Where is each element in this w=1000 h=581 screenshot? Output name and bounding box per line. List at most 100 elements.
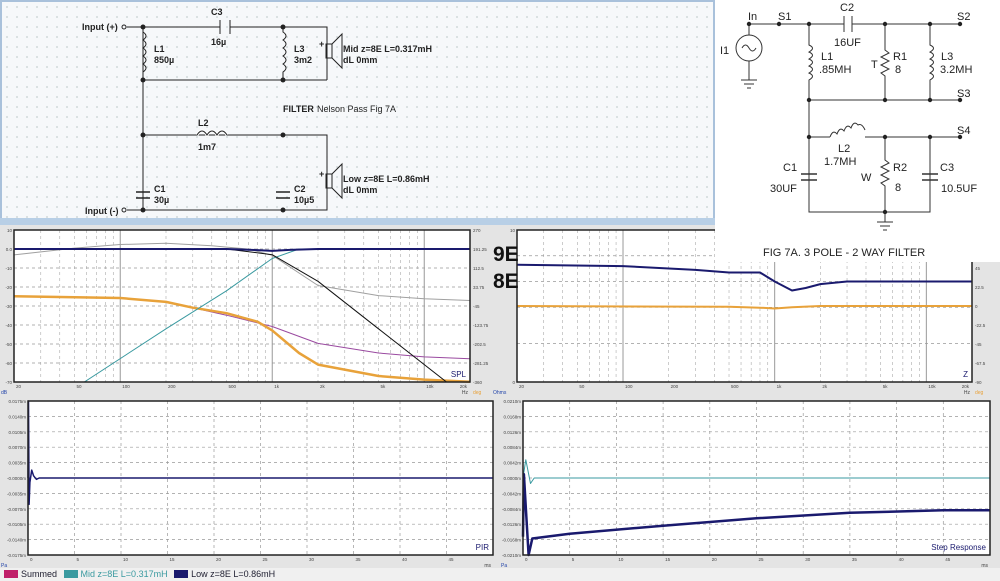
l1-value: 850µ [154, 55, 174, 65]
mid-plus: + [319, 39, 324, 49]
y-tick-label: -70 [5, 380, 12, 385]
r-l2-name: L2 [838, 143, 850, 155]
r-r1-value: 8 [895, 64, 901, 76]
node-in-label: In [748, 11, 757, 23]
y-tick-label: -0.0140m [7, 538, 26, 543]
c2-value: 10µ5 [294, 195, 314, 205]
y-unit-label: Pa [1, 563, 7, 568]
legend-mid[interactable]: Mid z=8E L=0.317mH [80, 568, 168, 579]
reference-schematic: In S1 S2 S3 S4 I1 C2 16UF L1 .85MH T R1 … [715, 0, 1000, 262]
y2-tick-label: -90 [975, 380, 982, 385]
plot-frame [27, 400, 494, 556]
y2-tick-label: -202.5 [473, 342, 486, 347]
x-tick-label: 20k [460, 384, 468, 389]
y-tick-label: -0.0084m [502, 507, 521, 512]
y-tick-label: 0.0105m [8, 430, 26, 435]
crossover-schematic-editor[interactable]: Input (+) Input (-) C3 16µ L1 850µ L3 3m… [0, 0, 715, 220]
x-tick-label: 25 [263, 557, 269, 562]
y2-tick-label: -45 [473, 304, 480, 309]
legend-low[interactable]: Low z=8E L=0.86mH [191, 568, 276, 579]
r-c2-name: C2 [840, 2, 854, 14]
y2-tick-label: -281.25 [473, 361, 489, 366]
y2-unit-label: deg [473, 390, 482, 395]
chart-title: PIR [476, 543, 490, 552]
y-tick-label: -0.0175m [7, 553, 26, 558]
r-r2-value: 8 [895, 182, 901, 194]
x-tick-label: 45 [449, 557, 455, 562]
chart-title: Z [963, 370, 968, 379]
l3-name: L3 [294, 44, 305, 54]
x-tick-label: 2k [822, 384, 828, 389]
x-tick-label: 1k [777, 384, 783, 389]
y2-tick-label: 33.75 [473, 285, 485, 290]
x-tick-label: 20 [216, 557, 222, 562]
x-tick-label: 40 [402, 557, 408, 562]
series-line-1 [516, 263, 972, 292]
x-tick-label: 0 [30, 557, 33, 562]
y-tick-label: -60 [5, 361, 12, 366]
x-tick-label: 45 [945, 557, 951, 562]
x-tick-label: 0 [525, 557, 528, 562]
spl-chart[interactable]: 20 50 100 200 500 1k 2k 5k 10k 20k 10 0.0 -10 -20 -30 -… [0, 225, 492, 395]
y-tick-label: -0.0042m [502, 491, 521, 496]
y-tick-label: -40 [5, 323, 12, 328]
y-tick-label: 0.0035m [8, 461, 26, 466]
figure-caption: FIG 7A. 3 POLE - 2 WAY FILTER [763, 247, 925, 259]
x-tick-label: 30 [805, 557, 811, 562]
legend-swatch-summed[interactable] [4, 569, 18, 578]
r-c3-value: 10.5UF [941, 183, 977, 195]
y-tick-label: 0.0000m [503, 476, 521, 481]
pir-chart[interactable]: 0 5 10 15 20 25 30 35 40 45 0.0175m 0.0140m 0.0105m 0… [0, 395, 500, 568]
c1-value: 30µ [154, 195, 169, 205]
series-line-5 [14, 248, 470, 252]
x-tick-label: 40 [899, 557, 905, 562]
x-tick-label: 25 [759, 557, 765, 562]
x-tick-label: 5k [380, 384, 386, 389]
y-tick-label: -0.0000m [7, 476, 26, 481]
c1-name: C1 [154, 184, 166, 194]
x-tick-label: 15 [665, 557, 671, 562]
y-tick-label: 10 [7, 228, 13, 233]
x-tick-label: 35 [852, 557, 858, 562]
r-l3-value: 3.2MH [940, 64, 972, 76]
r-l3-name: L3 [941, 51, 953, 63]
l2-value: 1m7 [198, 142, 216, 152]
node-s1-label: S1 [778, 11, 791, 23]
x-unit-label: ms [981, 563, 988, 568]
x-tick-label: 10k [426, 384, 434, 389]
y-tick-label: -0.0210m [502, 553, 521, 558]
y2-tick-label: -123.75 [473, 323, 489, 328]
y2-tick-label: 0 [975, 304, 978, 309]
r-r2-tag: W [861, 172, 872, 184]
source-i1-label: I1 [720, 45, 729, 57]
r-r1-tag: T [871, 59, 878, 71]
legend-swatch-mid[interactable] [63, 569, 78, 578]
legend-summed[interactable]: Summed [21, 568, 58, 579]
y-unit-label: Ohms [493, 390, 507, 395]
x-tick-label: 35 [356, 557, 362, 562]
r-c1-name: C1 [783, 162, 797, 174]
y-tick-label: -0.0168m [502, 538, 521, 543]
x-tick-label: 100 [625, 384, 633, 389]
y2-tick-label: -45 [975, 342, 982, 347]
legend-swatch-low[interactable] [174, 569, 189, 578]
l1-name: L1 [154, 44, 165, 54]
r-l1-name: L1 [821, 51, 833, 63]
node-s2-label: S2 [957, 11, 970, 23]
y-tick-label: 0 [512, 380, 515, 385]
y2-tick-label: 112.5 [473, 266, 484, 271]
y-tick-label: -0.0035m [7, 491, 26, 496]
x-unit-label: Hz [462, 390, 469, 395]
step-response-chart[interactable]: 0 5 10 15 20 25 30 35 40 45 0.0210m 0.0168m 0.0126m 0… [500, 395, 1000, 568]
impedance-mark-9e: 9E [493, 243, 519, 266]
r-l1-value: .85MH [819, 64, 851, 76]
x-tick-label: 20 [712, 557, 718, 562]
x-tick-label: 200 [671, 384, 679, 389]
x-unit-label: Hz [964, 390, 971, 395]
l2-name: L2 [198, 118, 209, 128]
y-tick-label: 0.0168m [503, 414, 521, 419]
chart-title: Step Response [931, 543, 986, 552]
x-tick-label: 10 [618, 557, 624, 562]
x-tick-label: 5 [572, 557, 575, 562]
y-tick-label: 0.0 [6, 247, 13, 252]
